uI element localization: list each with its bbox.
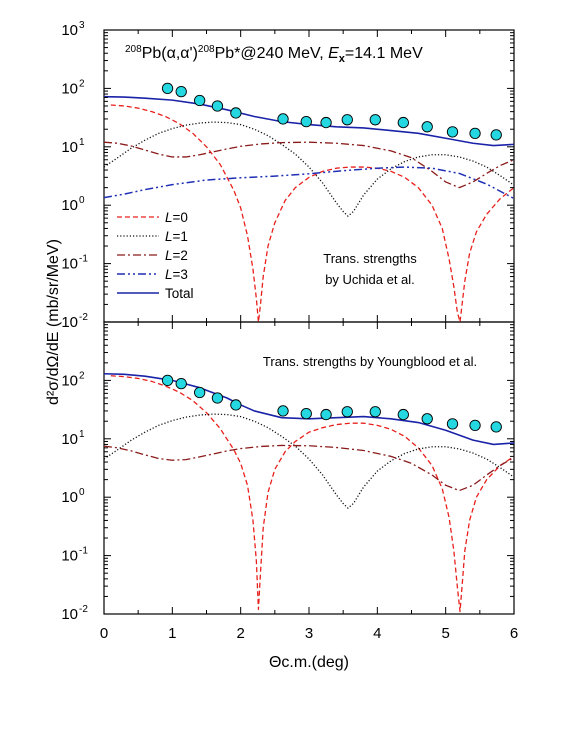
top-y-tick-label: 10 <box>61 80 78 97</box>
top-y-tick-exponent: 3 <box>79 20 85 31</box>
data-point <box>211 392 224 404</box>
data-point <box>369 406 381 418</box>
legend: L=0 L=1 L=2 L=3 Total <box>117 210 194 301</box>
bottom-annotation: Trans. strengths by Youngblood et al. <box>263 354 477 369</box>
x-tick-label: 3 <box>305 625 313 642</box>
data-point <box>194 386 206 399</box>
x-axis-label: Θc.m.(deg) <box>269 654 349 671</box>
bottom-curve-l0 <box>110 375 515 613</box>
data-point <box>320 116 332 129</box>
x-tick-label: 0 <box>100 625 108 642</box>
data-point <box>397 408 409 421</box>
data-point <box>469 419 481 431</box>
top-panel-title: 208Pb(α,α')208Pb*@240 MeV, Ex=14.1 MeV <box>125 44 423 65</box>
top-panel-curves <box>103 95 515 323</box>
legend-label-l3: L=3 <box>165 267 188 282</box>
x-tick-label: 5 <box>441 625 449 642</box>
top-y-tick-exponent: -2 <box>79 312 88 323</box>
data-point <box>341 406 353 418</box>
data-point <box>230 399 242 411</box>
axis-ticks: 10 -210 -110 010 110 210 310 -210 -110 010 110 20 1 2… <box>61 20 518 642</box>
bottom-y-tick-label: 10 <box>61 372 78 389</box>
data-point <box>421 413 433 425</box>
data-point <box>300 407 312 420</box>
legend-label-total: Total <box>165 286 194 301</box>
bottom-y-tick-exponent: 2 <box>79 370 85 381</box>
top-curve-l1 <box>103 121 515 217</box>
top-y-tick-label: 10 <box>61 139 78 156</box>
top-annotation-line1: Trans. strengths <box>323 251 417 266</box>
legend-label-l1: L=1 <box>165 229 188 244</box>
top-y-tick-exponent: -1 <box>79 254 88 265</box>
data-point <box>490 421 502 433</box>
data-point <box>211 100 224 112</box>
data-point <box>320 408 332 421</box>
legend-label-l2: L=2 <box>165 248 188 263</box>
bottom-y-tick-label: 10 <box>61 548 78 565</box>
top-curve-l2 <box>103 141 515 189</box>
bottom-y-tick-exponent: -1 <box>79 546 88 557</box>
data-point <box>446 126 459 138</box>
legend-label-l0: L=0 <box>165 210 188 225</box>
data-point <box>175 85 187 98</box>
data-point <box>490 129 502 141</box>
bottom-y-tick-label: 10 <box>61 489 78 506</box>
top-curve-l0 <box>110 104 515 323</box>
top-y-tick-label: 10 <box>61 197 78 214</box>
bottom-y-tick-label: 10 <box>61 606 78 623</box>
x-tick-label: 2 <box>236 625 244 642</box>
data-point <box>277 113 289 125</box>
bottom-panel-data-points <box>161 374 502 433</box>
data-point <box>469 127 481 139</box>
top-panel-data-points <box>161 82 502 141</box>
y-axis-label: d²σ/dΩ/dE (mb/sr/MeV) <box>45 239 62 405</box>
data-point <box>277 405 289 417</box>
data-point <box>369 114 381 126</box>
bottom-y-tick-exponent: -2 <box>79 604 88 615</box>
data-point <box>341 114 353 126</box>
x-tick-label: 1 <box>168 625 176 642</box>
top-y-tick-label: 10 <box>61 314 78 331</box>
data-point <box>397 116 409 129</box>
x-tick-label: 6 <box>510 625 518 642</box>
bottom-y-tick-label: 10 <box>61 431 78 448</box>
top-y-tick-exponent: 1 <box>79 137 85 148</box>
top-y-tick-label: 10 <box>61 22 78 39</box>
data-point <box>446 418 459 430</box>
data-point <box>175 377 187 390</box>
top-y-tick-label: 10 <box>61 256 78 273</box>
data-point <box>161 82 174 95</box>
bottom-y-tick-exponent: 1 <box>79 429 85 440</box>
top-curve-l3 <box>103 166 515 200</box>
data-point <box>300 115 312 128</box>
x-tick-label: 4 <box>373 625 381 642</box>
top-y-tick-exponent: 2 <box>79 78 85 89</box>
bottom-curve-l1 <box>103 413 515 509</box>
data-point <box>161 374 174 387</box>
bottom-y-tick-exponent: 0 <box>79 487 85 498</box>
data-point <box>230 107 242 119</box>
data-point <box>194 94 206 107</box>
bottom-curve-l2 <box>103 444 515 492</box>
top-y-tick-exponent: 0 <box>79 195 85 206</box>
data-point <box>421 121 433 133</box>
top-annotation-line2: by Uchida et al. <box>325 272 415 287</box>
